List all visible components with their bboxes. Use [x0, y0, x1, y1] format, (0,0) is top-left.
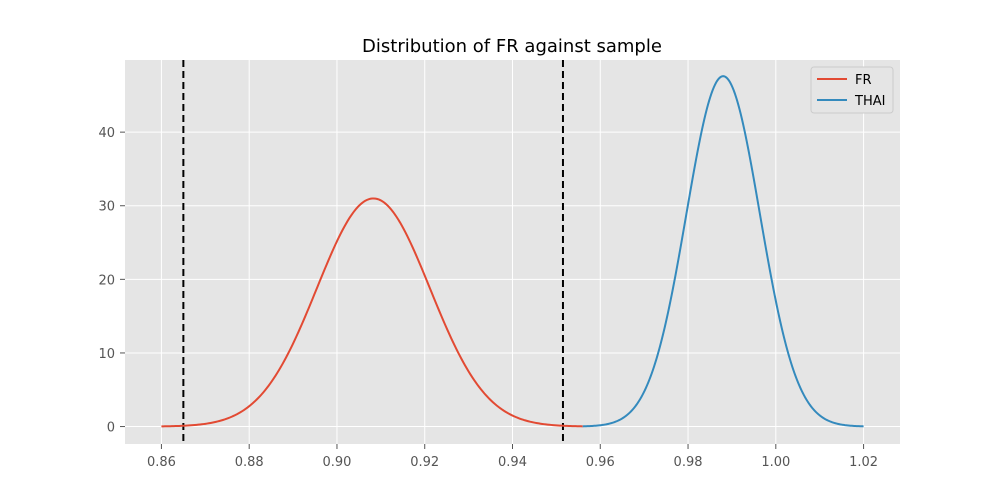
y-tick-label: 40 — [98, 126, 115, 141]
x-axis-ticks: 0.86 0.88 0.90 0.92 0.94 0.96 0.98 1.00 1.02 — [147, 444, 878, 470]
x-tick-label: 0.92 — [410, 455, 439, 470]
y-axis-ticks: 0 10 20 30 40 — [98, 126, 125, 436]
x-tick-label: 0.88 — [235, 455, 264, 470]
y-tick-label: 20 — [98, 273, 115, 288]
chart-title: Distribution of FR against sample — [362, 36, 662, 57]
y-tick-label: 10 — [98, 347, 115, 362]
y-tick-label: 30 — [98, 200, 115, 215]
legend-label-fr: FR — [855, 73, 872, 88]
series-line-fr — [161, 197, 583, 428]
x-tick-label: 0.96 — [586, 455, 615, 470]
y-tick-label: 0 — [107, 421, 115, 436]
x-tick-label: 0.98 — [674, 455, 703, 470]
legend-label-thai: THAI — [854, 94, 885, 109]
series-line-thai — [582, 75, 864, 428]
x-tick-label: 0.86 — [147, 455, 176, 470]
series-lines — [161, 75, 864, 428]
x-tick-label: 1.00 — [761, 455, 790, 470]
x-tick-label: 0.90 — [322, 455, 351, 470]
reference-lines — [182, 60, 564, 444]
grid-lines — [125, 60, 900, 444]
x-tick-label: 1.02 — [849, 455, 878, 470]
legend: FR THAI — [810, 66, 894, 114]
x-tick-label: 0.94 — [498, 455, 527, 470]
